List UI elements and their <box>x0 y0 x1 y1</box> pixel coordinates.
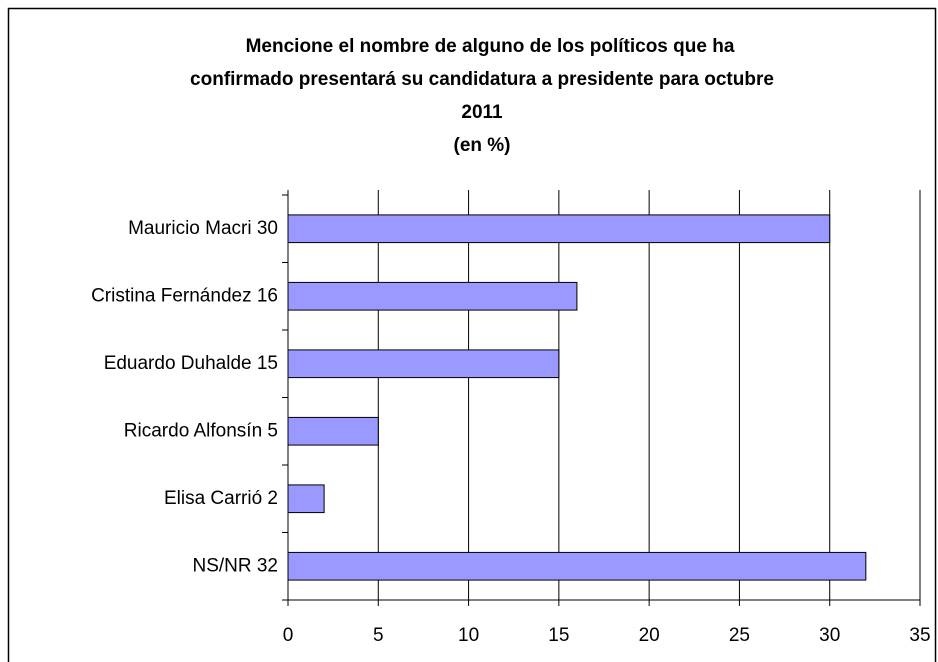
chart-title: Mencione el nombre de alguno de los polí… <box>246 36 735 57</box>
x-tick-label: 20 <box>639 625 660 646</box>
chart-title: 2011 <box>461 102 503 123</box>
bar <box>287 551 867 581</box>
bar <box>287 349 560 379</box>
y-tick-label: Elisa Carrió 2 <box>164 488 278 509</box>
x-tick-label: 25 <box>729 625 750 646</box>
y-tick-label: Cristina Fernández 16 <box>91 285 278 306</box>
x-tick-label: 5 <box>373 625 384 646</box>
y-tick-label: NS/NR 32 <box>192 555 278 576</box>
x-tick-label: 10 <box>458 625 479 646</box>
x-tick-label: 30 <box>819 625 840 646</box>
x-tick-label: 15 <box>548 625 569 646</box>
bar <box>287 214 831 244</box>
chart-subtitle: (en %) <box>454 135 511 156</box>
bar <box>287 484 325 514</box>
y-tick-label: Eduardo Duhalde 15 <box>104 353 278 374</box>
y-tick-label: Ricardo Alfonsín 5 <box>124 420 278 441</box>
bar <box>287 416 379 446</box>
y-tick-label: Mauricio Macri 30 <box>128 218 278 239</box>
x-tick-label: 35 <box>909 625 930 646</box>
bar <box>287 281 578 311</box>
x-tick-label: 0 <box>283 625 294 646</box>
chart-title: confirmado presentará su candidatura a p… <box>190 69 774 90</box>
